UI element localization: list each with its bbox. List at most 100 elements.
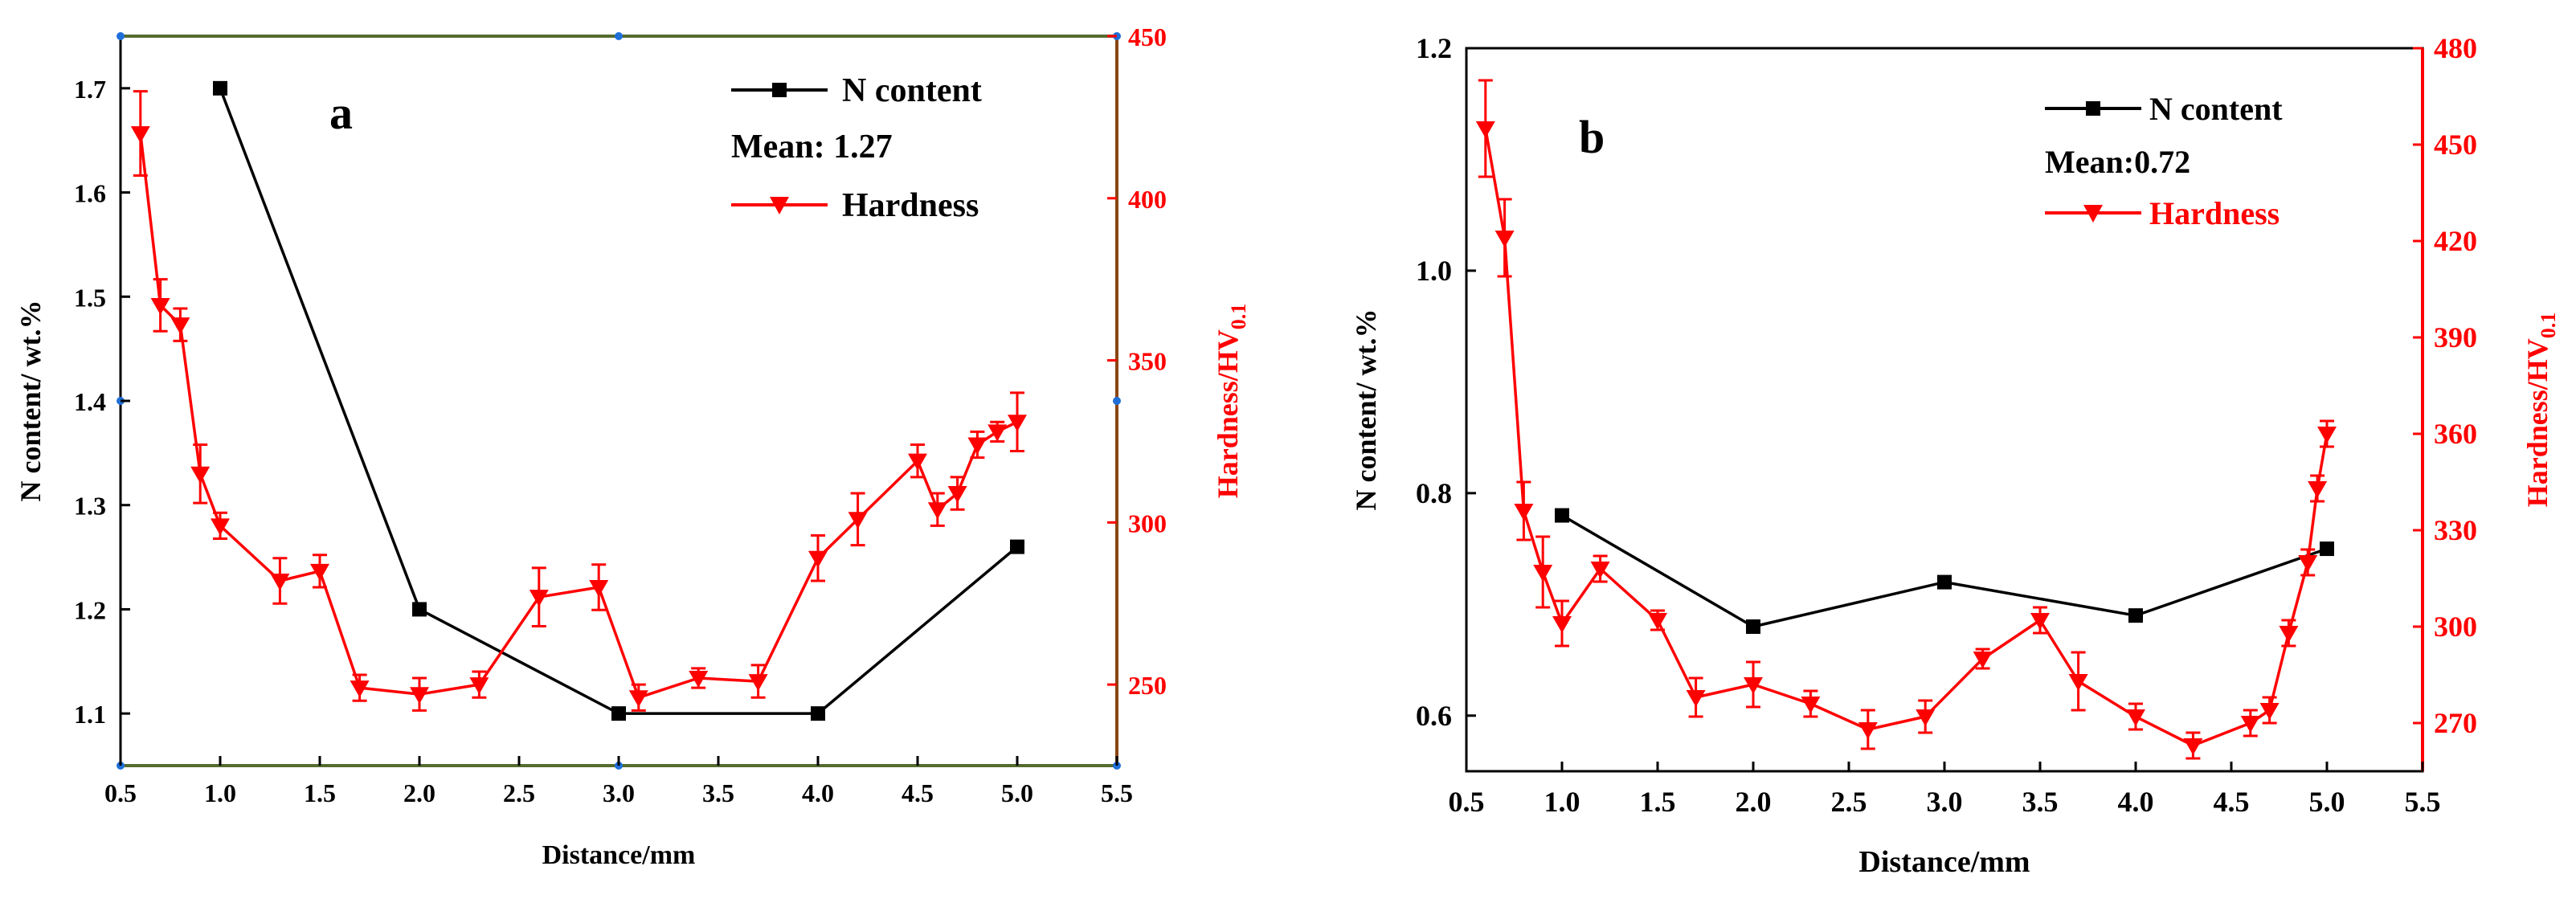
x-tick-label-a-8: 4.5 (902, 778, 934, 807)
n-point-a-0 (213, 80, 227, 96)
hardness-point-b-16 (2183, 738, 2203, 755)
y-left-tick-label-a-2: 1.3 (74, 492, 106, 521)
x-tick-label-b-5: 3.0 (1927, 786, 1963, 818)
plot-frame-b (1465, 47, 2424, 773)
legend-b: N content Mean:0.72 Hardness (2045, 91, 2283, 231)
n-point-a-2 (611, 706, 626, 721)
hardness-point-b-14 (2068, 674, 2088, 691)
y-right-tick-label-a-2: 350 (1128, 347, 1167, 376)
y-left-tick-label-a-3: 1.4 (74, 387, 106, 416)
y-left-tick-label-b-2: 1.0 (1416, 255, 1452, 287)
hardness-point-a-18 (927, 502, 947, 520)
y-left-tick-label-b-1: 0.8 (1416, 477, 1452, 509)
hardness-point-a-4 (211, 518, 230, 536)
n-point-b-1 (1746, 619, 1760, 634)
x-tick-label-a-0: 0.5 (104, 778, 137, 807)
hardness-point-b-22 (2317, 427, 2337, 443)
hardness-point-a-14 (748, 674, 768, 692)
y-left-title-a: N content/ wt.% (14, 300, 47, 502)
y-right-tick-label-a-3: 400 (1128, 185, 1167, 214)
x-axis-title-a: Distance/mm (542, 840, 696, 870)
legend-marker-h-a (770, 197, 789, 215)
x-tick-label-a-5: 3.0 (603, 778, 635, 807)
hardness-point-b-8 (1744, 677, 1763, 694)
legend-label-h-b: Hardness (2149, 195, 2280, 231)
hardness-point-a-0 (130, 126, 150, 144)
x-tick-label-b-6: 3.5 (2022, 786, 2059, 818)
n-point-a-3 (811, 706, 825, 721)
legend-marker-n-a (772, 83, 787, 97)
hardness-point-a-9 (469, 677, 489, 695)
n-point-b-2 (1937, 574, 1952, 590)
hardness-point-b-11 (1916, 709, 1936, 726)
y-right-title-main-b: Hardness/HV (2521, 338, 2554, 507)
y-right-title-a: Hardness/HV0.1 (1212, 304, 1250, 499)
legend-mean-a: Mean: 1.27 (731, 129, 893, 165)
hardness-point-b-4 (1552, 616, 1572, 633)
marks-a (130, 80, 1027, 721)
y-right-tick-label-a-4: 450 (1128, 22, 1167, 51)
x-tick-label-a-4: 2.5 (503, 778, 535, 807)
legend-mean-b: Mean:0.72 (2045, 144, 2190, 180)
y-right-title-sub-a: 0.1 (1227, 304, 1250, 330)
plot-frame-a (119, 35, 1118, 767)
y-left-tick-label-a-6: 1.7 (74, 75, 106, 104)
legend-label-n-a: N content (842, 72, 982, 109)
y-right-title-main-a: Hardness/HV (1212, 329, 1244, 498)
x-tick-label-a-3: 2.0 (403, 778, 435, 807)
chart-panel-b: 0.5 1.0 1.5 2.0 2.5 3.0 3.5 4.0 4.5 5.0 5.5 0.6 0.8 1… (1350, 32, 2560, 879)
hardness-point-b-13 (2030, 613, 2050, 630)
hardness-point-a-7 (350, 680, 370, 698)
series-line-n-b (1561, 513, 2328, 628)
hardness-point-a-11 (589, 580, 609, 598)
x-tick-label-b-10: 5.5 (2405, 786, 2441, 818)
frame-node-a-1 (117, 32, 125, 40)
x-axis-title-b: Distance/mm (1858, 845, 2030, 879)
y-right-tick-label-b-3: 360 (2434, 418, 2477, 450)
series-line-n-a (219, 88, 1019, 715)
x-tick-label-a-6: 3.5 (702, 778, 734, 807)
y-left-tick-label-a-5: 1.6 (74, 179, 106, 208)
x-tick-label-a-10: 5.5 (1101, 778, 1133, 807)
x-tick-label-a-7: 4.0 (802, 778, 834, 807)
y-right-title-b: Hardness/HV0.1 (2521, 313, 2560, 508)
hardness-point-b-10 (1858, 722, 1878, 739)
hardness-point-b-6 (1648, 613, 1667, 630)
y-left-title-b: N content/ wt.% (1350, 309, 1382, 511)
hardness-point-b-19 (2279, 626, 2299, 643)
hardness-point-b-21 (2308, 481, 2328, 498)
y-left-tick-label-b-0: 0.6 (1416, 700, 1452, 732)
x-tick-label-a-1: 1.0 (204, 778, 236, 807)
hardness-point-b-17 (2240, 716, 2260, 733)
ticks-a: 0.5 1.0 1.5 2.0 2.5 3.0 3.5 4.0 4.5 5.0 5.5 1.1 1.2 1… (74, 22, 1167, 807)
x-tick-label-b-7: 4.0 (2118, 786, 2154, 818)
hardness-point-b-12 (1973, 652, 1993, 668)
hardness-point-b-20 (2298, 555, 2318, 572)
y-right-tick-label-a-0: 250 (1128, 671, 1167, 700)
x-tick-label-b-8: 4.5 (2214, 786, 2250, 818)
n-point-a-4 (1010, 539, 1024, 554)
frame-node-a-2 (615, 32, 623, 40)
ticks-b: 0.5 1.0 1.5 2.0 2.5 3.0 3.5 4.0 4.5 5.0 5.5 0.6 0.8 1… (1416, 32, 2477, 818)
hardness-point-a-6 (310, 563, 329, 581)
hardness-point-b-18 (2259, 703, 2280, 720)
legend-marker-h-b (2083, 205, 2103, 223)
n-point-b-3 (2128, 608, 2143, 623)
y-right-tick-label-b-5: 420 (2434, 225, 2477, 257)
hardness-point-a-22 (1008, 415, 1027, 432)
y-left-tick-label-a-1: 1.2 (74, 595, 106, 624)
y-right-tick-label-b-1: 300 (2434, 611, 2477, 643)
y-left-tick-label-a-4: 1.5 (74, 283, 106, 312)
hardness-point-b-1 (1494, 231, 1515, 247)
y-right-tick-label-b-4: 390 (2434, 321, 2477, 353)
hardness-point-b-15 (2126, 709, 2145, 726)
panel-label-a: a (329, 87, 353, 139)
hardness-point-a-1 (150, 297, 170, 315)
y-right-tick-label-b-6: 450 (2434, 129, 2477, 161)
hardness-point-a-13 (689, 671, 709, 688)
x-tick-label-b-2: 1.5 (1640, 786, 1676, 818)
hardness-point-a-12 (628, 690, 648, 708)
hardness-point-a-19 (947, 486, 967, 504)
x-tick-label-a-2: 1.5 (304, 778, 336, 807)
